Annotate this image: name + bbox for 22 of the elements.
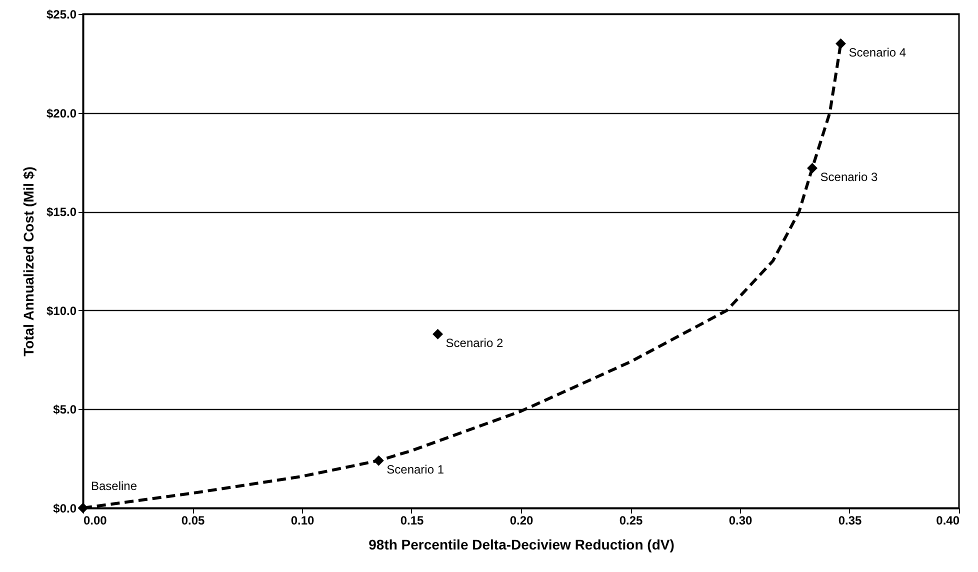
x-tick-label: 0.00 bbox=[84, 514, 108, 528]
y-tick-label: $0.0 bbox=[53, 502, 77, 516]
annotation: Scenario 2 bbox=[446, 336, 504, 350]
x-tick-label: 0.15 bbox=[400, 514, 424, 528]
annotation: Scenario 1 bbox=[386, 462, 444, 477]
annotation: Baseline bbox=[91, 479, 138, 493]
x-tick-label: 0.25 bbox=[619, 514, 643, 528]
annotation: Scenario 4 bbox=[848, 46, 906, 60]
y-tick-label: $15.0 bbox=[46, 205, 77, 220]
y-axis-title: Total Annualized Cost (Mil $) bbox=[20, 166, 36, 356]
x-tick-label: 0.40 bbox=[936, 514, 960, 528]
y-tick-label: $25.0 bbox=[46, 8, 77, 22]
x-tick-label: 0.30 bbox=[728, 514, 752, 528]
x-tick-label: 0.35 bbox=[838, 514, 862, 528]
y-tick-label: $5.0 bbox=[53, 402, 77, 417]
y-tick-label: $20.0 bbox=[46, 106, 77, 120]
annotation: Scenario 3 bbox=[820, 170, 878, 184]
x-tick-label: 0.05 bbox=[181, 514, 205, 528]
x-tick-label: 0.20 bbox=[510, 514, 534, 528]
y-tick-label: $10.0 bbox=[46, 304, 77, 318]
x-tick-label: 0.10 bbox=[290, 514, 314, 528]
x-axis-title: 98th Percentile Delta-Deciview Reduction (dV) bbox=[368, 536, 674, 552]
